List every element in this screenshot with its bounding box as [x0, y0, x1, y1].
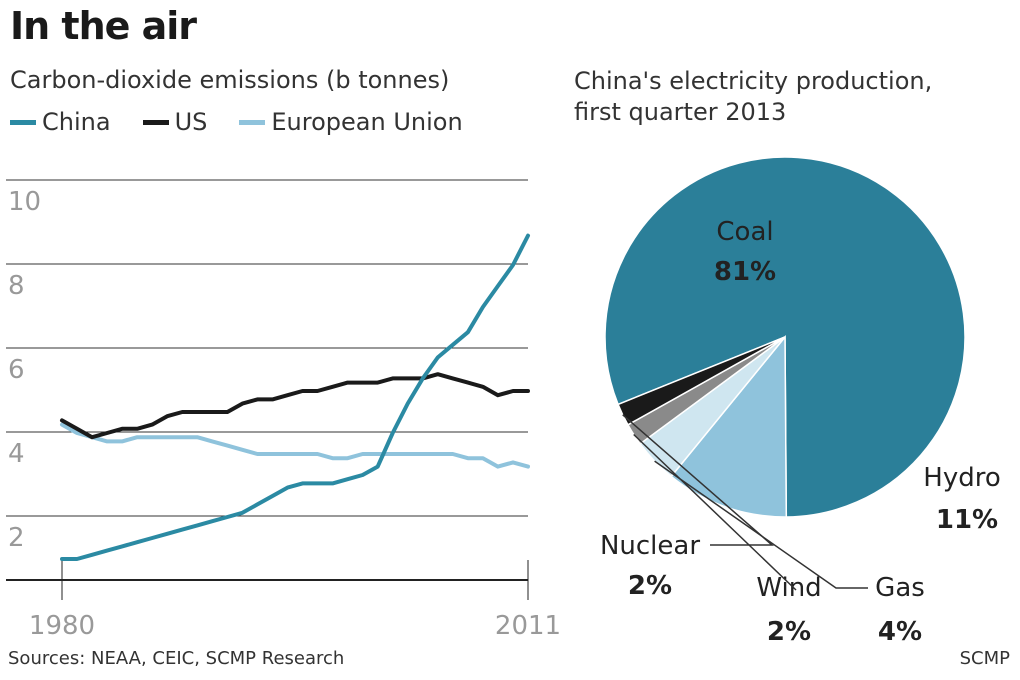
legend-item-china: China — [10, 108, 111, 136]
series-line-european-union — [60, 422, 530, 469]
legend-item-us: US — [142, 108, 208, 136]
x-tick-label-2011: 2011 — [495, 611, 561, 641]
legend-swatch-china — [10, 119, 36, 125]
pie-slice-nuclear — [617, 336, 786, 426]
y-tick-label-6: 6 — [8, 355, 25, 385]
legend-swatch-us — [142, 119, 169, 125]
pie-chart-slices — [604, 156, 966, 518]
pie-label-coal: Coal — [716, 217, 773, 247]
pie-title-line-1: China's electricity production, — [574, 67, 933, 95]
pie-label-nuclear: Nuclear — [600, 531, 700, 561]
pie-label-gas: Gas — [875, 573, 925, 603]
y-tick-label-10: 10 — [8, 187, 41, 217]
series-line-china — [60, 233, 530, 561]
leader-line-gas — [654, 460, 868, 589]
series-line-us — [60, 372, 530, 440]
headline: In the air — [10, 4, 197, 48]
y-tick-label-2: 2 — [8, 523, 25, 553]
pie-label-hydro: Hydro — [923, 463, 1000, 493]
legend-label-us: US — [174, 108, 208, 136]
pie-pct-gas: 4% — [878, 617, 922, 647]
legend-item-eu: European Union — [239, 108, 463, 136]
source-note: Sources: NEAA, CEIC, SCMP Research — [8, 648, 345, 669]
pie-pct-hydro: 11% — [936, 505, 998, 535]
pie-chart-labels: Coal 81% Hydro 11% Nuclear 2% Wind 2% Gas 4% — [600, 217, 1001, 647]
line-chart-grid — [6, 179, 529, 600]
line-chart-ticks: 2 4 6 8 10 1980 2011 — [8, 187, 561, 641]
legend-swatch-eu — [239, 119, 266, 125]
pie-slice-hydro — [670, 334, 788, 518]
y-tick-label-8: 8 — [8, 271, 25, 301]
line-chart-title: Carbon-dioxide emissions (b tonnes) — [10, 66, 450, 94]
pie-label-wind: Wind — [756, 573, 821, 603]
legend: China US European Union — [10, 108, 463, 136]
pie-title-line-2: first quarter 2013 — [574, 98, 787, 127]
pie-chart-title: China's electricity production, first qu… — [574, 66, 932, 128]
x-tick-label-1980: 1980 — [29, 611, 95, 641]
pie-pct-coal: 81% — [714, 257, 776, 287]
y-tick-label-4: 4 — [8, 439, 25, 469]
pie-pct-wind: 2% — [767, 617, 811, 647]
leader-line-wind — [633, 433, 797, 591]
legend-label-china: China — [42, 108, 111, 136]
legend-label-eu: European Union — [271, 108, 463, 136]
pie-pct-nuclear: 2% — [628, 571, 672, 601]
credit: SCMP — [959, 648, 1010, 669]
line-chart-series — [60, 233, 530, 561]
leader-line-nuclear — [622, 414, 775, 546]
